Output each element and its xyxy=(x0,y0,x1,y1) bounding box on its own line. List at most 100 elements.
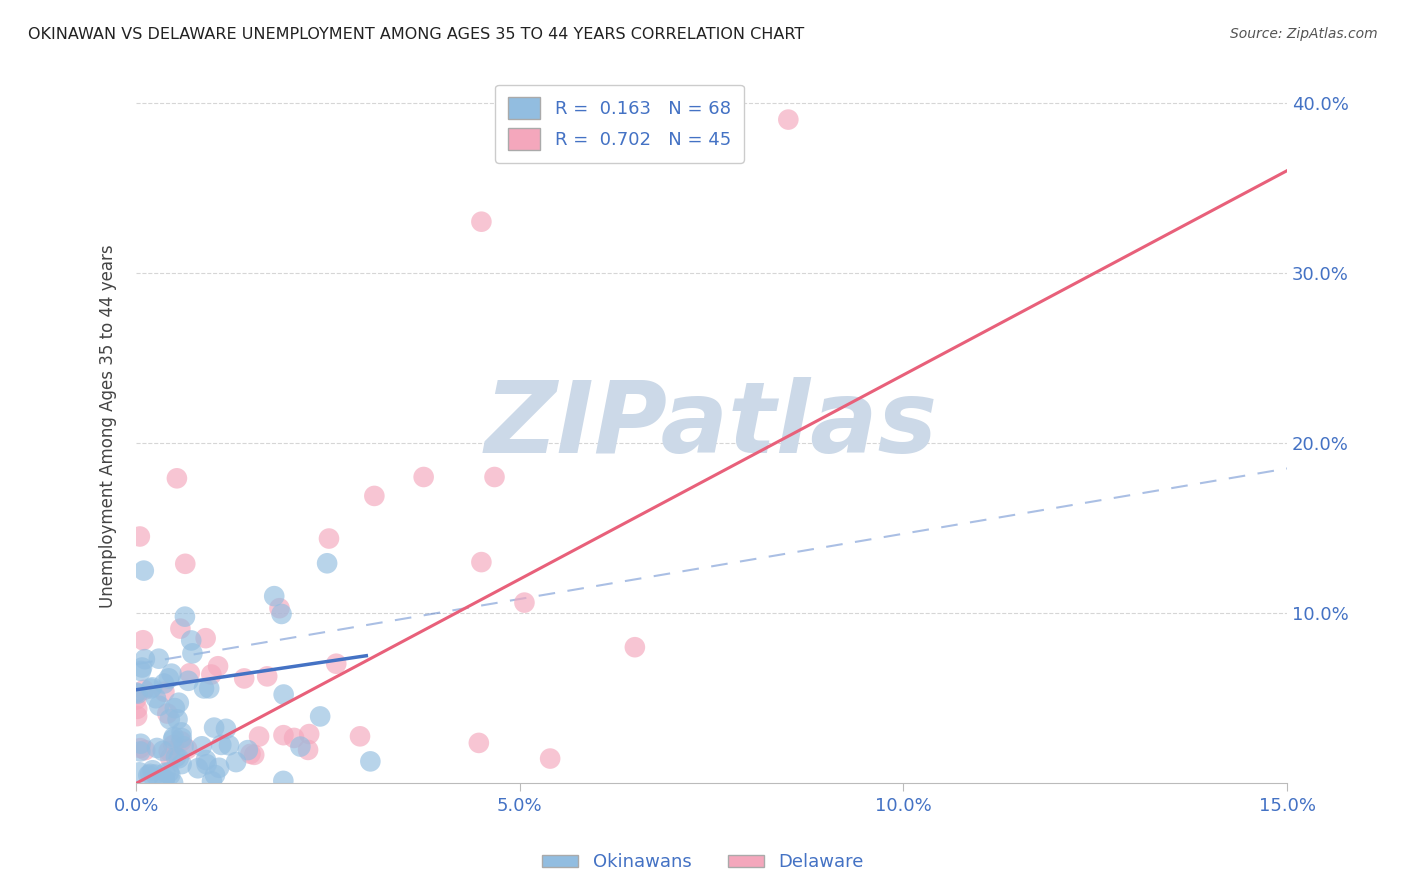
Point xyxy=(624,640,647,655)
Point xyxy=(297,743,319,757)
Point xyxy=(125,685,148,699)
Point xyxy=(204,768,226,782)
Point xyxy=(141,681,163,695)
Point xyxy=(162,738,184,752)
Point xyxy=(127,702,149,716)
Point xyxy=(263,589,285,603)
Point xyxy=(316,556,339,570)
Point xyxy=(207,659,229,673)
Point xyxy=(198,681,221,696)
Point xyxy=(139,767,162,781)
Point xyxy=(247,730,270,744)
Point xyxy=(163,730,186,744)
Point xyxy=(239,747,262,761)
Point xyxy=(359,755,381,769)
Point xyxy=(243,747,266,762)
Point xyxy=(187,761,209,775)
Text: OKINAWAN VS DELAWARE UNEMPLOYMENT AMONG AGES 35 TO 44 YEARS CORRELATION CHART: OKINAWAN VS DELAWARE UNEMPLOYMENT AMONG … xyxy=(28,27,804,42)
Point xyxy=(153,676,176,690)
Point xyxy=(194,631,217,645)
Point xyxy=(160,666,183,681)
Point xyxy=(129,664,152,678)
Point xyxy=(142,764,165,778)
Point xyxy=(127,687,149,701)
Point xyxy=(157,765,180,780)
Point xyxy=(273,728,295,742)
Point xyxy=(127,709,149,723)
Point xyxy=(148,651,170,665)
Point xyxy=(193,681,215,696)
Point xyxy=(191,739,214,754)
Point xyxy=(325,657,347,671)
Point xyxy=(129,737,152,751)
Point xyxy=(145,691,167,706)
Point xyxy=(778,112,800,127)
Point xyxy=(169,622,191,636)
Point xyxy=(155,765,177,780)
Point xyxy=(208,761,231,775)
Point xyxy=(159,751,181,765)
Point xyxy=(209,738,232,752)
Point xyxy=(470,215,492,229)
Point xyxy=(170,725,193,739)
Point xyxy=(157,744,180,758)
Point xyxy=(273,688,295,702)
Point xyxy=(173,739,195,754)
Point xyxy=(225,755,247,769)
Legend: R =  0.163   N = 68, R =  0.702   N = 45: R = 0.163 N = 68, R = 0.702 N = 45 xyxy=(495,85,744,163)
Point xyxy=(125,692,148,706)
Point xyxy=(129,744,152,758)
Point xyxy=(153,684,176,698)
Point xyxy=(174,557,197,571)
Point xyxy=(132,682,155,697)
Point xyxy=(167,751,190,765)
Point xyxy=(256,669,278,683)
Point xyxy=(170,757,193,772)
Point xyxy=(269,601,291,615)
Point xyxy=(215,722,238,736)
Point xyxy=(146,741,169,756)
Point xyxy=(134,652,156,666)
Point xyxy=(129,741,152,756)
Point xyxy=(283,731,305,745)
Point xyxy=(167,696,190,710)
Point xyxy=(236,743,259,757)
Point xyxy=(132,564,155,578)
Point xyxy=(156,706,179,721)
Point xyxy=(273,773,295,788)
Point xyxy=(484,470,506,484)
Point xyxy=(200,667,222,681)
Point xyxy=(194,753,217,767)
Point xyxy=(162,732,184,747)
Point xyxy=(166,471,188,485)
Point xyxy=(131,660,153,674)
Point xyxy=(174,609,197,624)
Point xyxy=(233,672,256,686)
Point xyxy=(162,776,184,790)
Point xyxy=(136,768,159,782)
Point xyxy=(195,757,218,772)
Point xyxy=(309,709,332,723)
Point xyxy=(290,739,312,754)
Y-axis label: Unemployment Among Ages 35 to 44 years: Unemployment Among Ages 35 to 44 years xyxy=(100,244,117,607)
Point xyxy=(132,633,155,648)
Point xyxy=(159,768,181,782)
Point xyxy=(166,712,188,726)
Point xyxy=(298,727,321,741)
Point xyxy=(349,729,371,743)
Text: ZIPatlas: ZIPatlas xyxy=(485,377,938,475)
Point xyxy=(170,734,193,748)
Point xyxy=(157,671,180,685)
Point xyxy=(202,721,225,735)
Point xyxy=(152,744,174,758)
Point xyxy=(513,596,536,610)
Point xyxy=(363,489,385,503)
Point xyxy=(134,743,156,757)
Point xyxy=(176,742,198,756)
Point xyxy=(270,607,292,621)
Text: Source: ZipAtlas.com: Source: ZipAtlas.com xyxy=(1230,27,1378,41)
Point xyxy=(165,750,187,764)
Point xyxy=(412,470,434,484)
Point xyxy=(143,767,166,781)
Point xyxy=(181,646,204,660)
